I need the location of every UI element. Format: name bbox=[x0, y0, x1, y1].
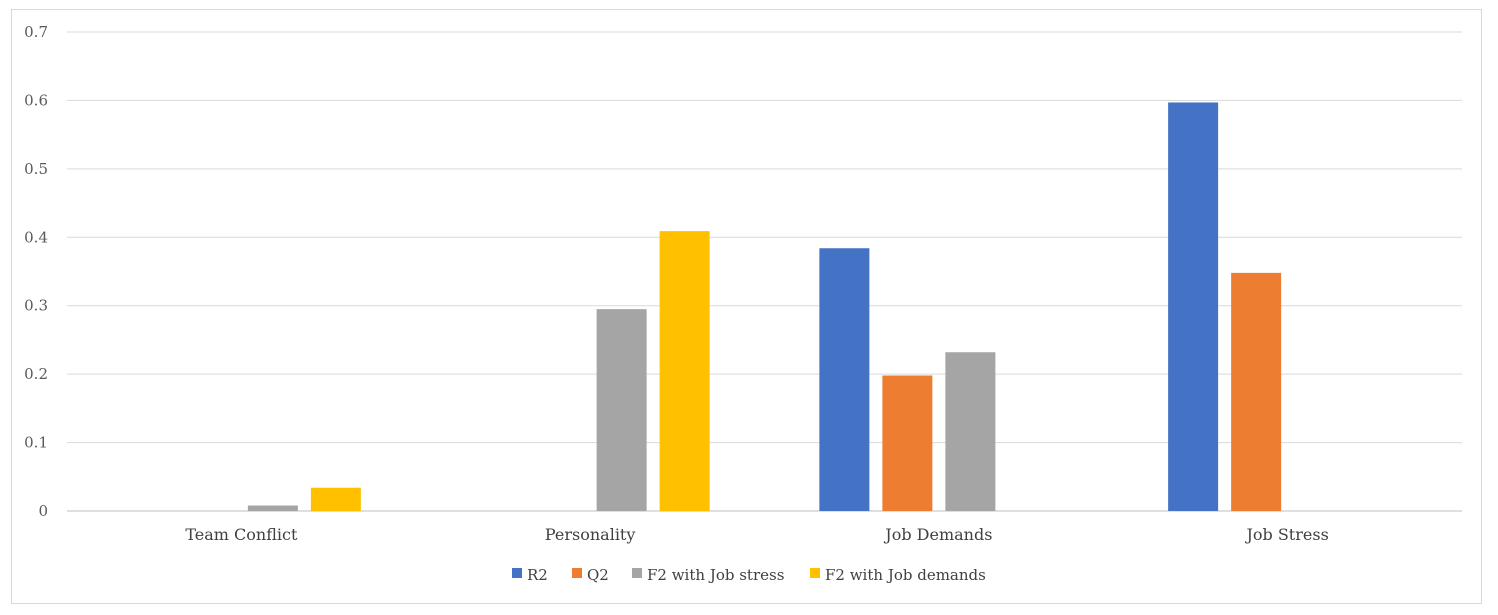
y-tick-label: 0.6 bbox=[24, 91, 48, 109]
legend-swatch bbox=[512, 568, 522, 578]
legend-swatch bbox=[810, 568, 820, 578]
legend-label: R2 bbox=[527, 566, 548, 584]
bar-f2-with-job-demands-personality bbox=[659, 231, 710, 511]
bar-f2-with-job-stress-job-demands bbox=[945, 352, 996, 511]
y-tick-label: 0.7 bbox=[24, 23, 48, 41]
x-category-label: Job Demands bbox=[883, 525, 992, 544]
legend-label: F2 with Job stress bbox=[647, 566, 784, 584]
y-tick-label: 0.5 bbox=[24, 160, 48, 178]
y-tick-label: 0.4 bbox=[24, 228, 48, 246]
y-tick-label: 0.3 bbox=[24, 297, 48, 315]
x-category-label: Team Conflict bbox=[185, 525, 298, 544]
legend-swatch bbox=[632, 568, 642, 578]
x-category-label: Personality bbox=[545, 525, 636, 544]
bar-f2-with-job-stress-personality bbox=[596, 309, 647, 511]
x-category-label: Job Stress bbox=[1244, 525, 1328, 544]
y-tick-label: 0.2 bbox=[24, 365, 48, 383]
bar-q2-job-demands bbox=[882, 375, 933, 511]
y-tick-label: 0 bbox=[38, 502, 48, 520]
bar-r2-job-stress bbox=[1168, 102, 1219, 511]
bar-f2-with-job-stress-team-conflict bbox=[247, 505, 298, 511]
bar-f2-with-job-demands-team-conflict bbox=[310, 487, 361, 511]
legend-swatch bbox=[572, 568, 582, 578]
bar-r2-job-demands bbox=[819, 248, 870, 511]
bar-q2-job-stress bbox=[1231, 272, 1282, 511]
legend-label: F2 with Job demands bbox=[825, 566, 986, 584]
legend-label: Q2 bbox=[587, 566, 609, 584]
y-tick-label: 0.1 bbox=[24, 434, 48, 452]
